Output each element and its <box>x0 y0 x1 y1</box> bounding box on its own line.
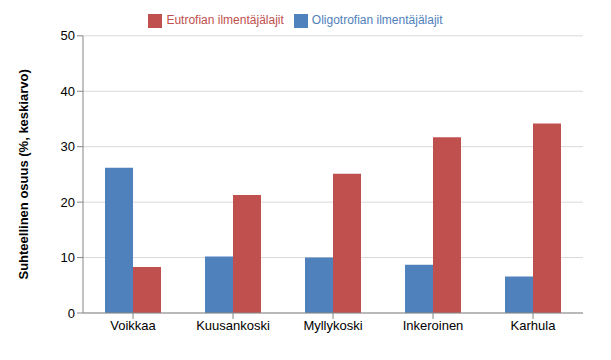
svg-text:10: 10 <box>61 250 75 265</box>
html-text:Eutrofian ilmentäjälajit: Eutrofian ilmentäjälajit <box>166 13 284 27</box>
svg-text:Karhula: Karhula <box>511 318 557 333</box>
svg-text:Suhteellinen osuus (%, keskiar: Suhteellinen osuus (%, keskiarvo) <box>16 69 31 279</box>
html-text:Oligotrofian ilmentäjälajit: Oligotrofian ilmentäjälajit <box>311 13 443 27</box>
svg-text:40: 40 <box>61 84 75 99</box>
svg-text:50: 50 <box>61 28 75 43</box>
svg-text:Voikkaa: Voikkaa <box>110 318 156 333</box>
svg-text:Inkeroinen: Inkeroinen <box>403 318 464 333</box>
svg-text:Myllykoski: Myllykoski <box>303 318 362 333</box>
svg-text:30: 30 <box>61 139 75 154</box>
svg-text:Kuusankoski: Kuusankoski <box>196 318 270 333</box>
svg-text:0: 0 <box>68 306 75 321</box>
svg-text:20: 20 <box>61 195 75 210</box>
